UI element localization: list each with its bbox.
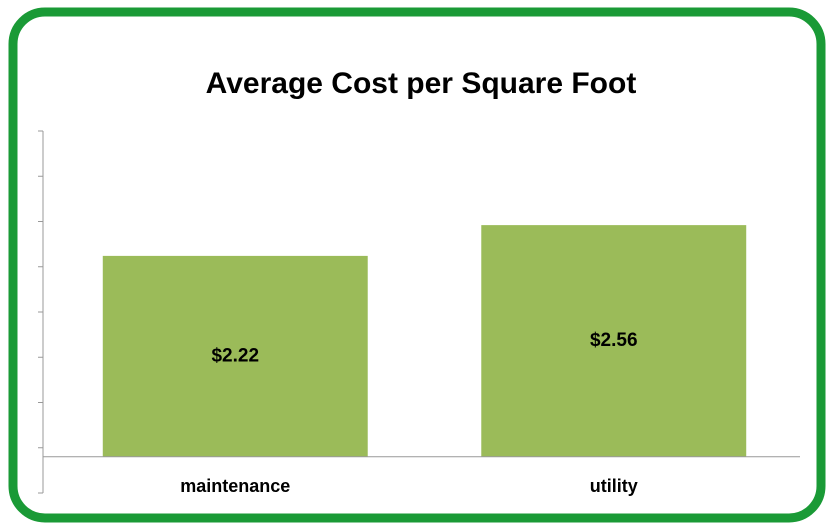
data-label: $2.22 — [211, 345, 259, 366]
x-tick-label: maintenance — [180, 476, 290, 496]
data-label: $2.56 — [590, 330, 638, 351]
chart-title: Average Cost per Square Foot — [206, 67, 637, 100]
bar — [102, 255, 368, 457]
bar — [481, 225, 747, 457]
x-tick-label: utility — [590, 476, 638, 496]
